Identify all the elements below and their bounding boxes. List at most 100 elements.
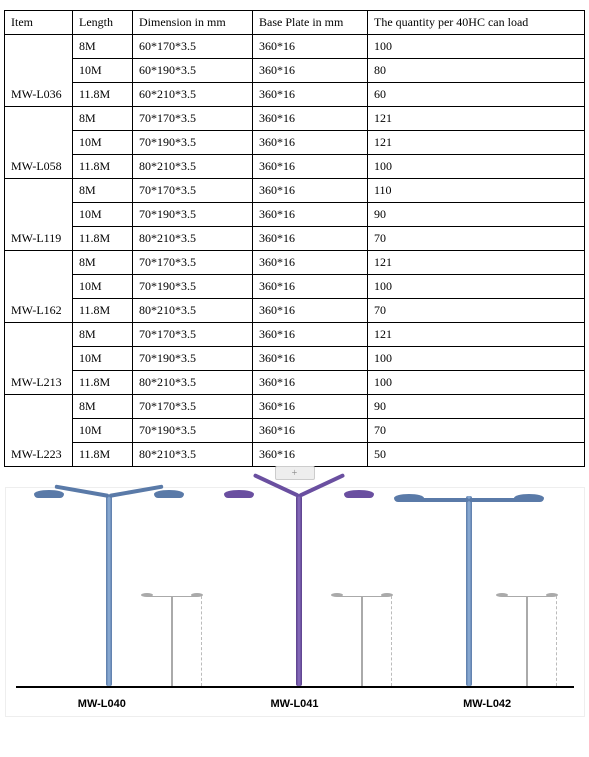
cell-dimension: 80*210*3.5: [133, 155, 253, 179]
cell-item: MW-L058: [5, 107, 73, 179]
table-row: 10M70*190*3.5360*1690: [5, 203, 585, 227]
cell-item: MW-L119: [5, 179, 73, 251]
table-row: 11.8M80*210*3.5360*16100: [5, 371, 585, 395]
cell-baseplate: 360*16: [253, 83, 368, 107]
cell-baseplate: 360*16: [253, 179, 368, 203]
cell-length: 8M: [73, 107, 133, 131]
header-length: Length: [73, 11, 133, 35]
cell-quantity: 60: [368, 83, 585, 107]
cell-length: 8M: [73, 179, 133, 203]
cell-quantity: 121: [368, 323, 585, 347]
cell-length: 11.8M: [73, 443, 133, 467]
cell-dimension: 70*190*3.5: [133, 419, 253, 443]
pole-arm-left: [419, 498, 469, 502]
expand-icon[interactable]: +: [275, 466, 315, 480]
table-row: 11.8M80*210*3.5360*1650: [5, 443, 585, 467]
cell-quantity: 90: [368, 395, 585, 419]
cell-dimension: 70*190*3.5: [133, 347, 253, 371]
mini-pole-3: [526, 596, 528, 686]
cell-item: MW-L213: [5, 323, 73, 395]
cell-baseplate: 360*16: [253, 227, 368, 251]
cell-baseplate: 360*16: [253, 131, 368, 155]
cell-length: 8M: [73, 323, 133, 347]
table-row: 10M70*190*3.5360*16100: [5, 347, 585, 371]
table-header: Item Length Dimension in mm Base Plate i…: [5, 11, 585, 35]
cell-dimension: 70*170*3.5: [133, 251, 253, 275]
cell-baseplate: 360*16: [253, 203, 368, 227]
table-row: MW-L1198M70*170*3.5360*16110: [5, 179, 585, 203]
table-row: 10M60*190*3.5360*1680: [5, 59, 585, 83]
mini-pole-2: [361, 596, 363, 686]
cell-quantity: 90: [368, 203, 585, 227]
cell-quantity: 100: [368, 155, 585, 179]
pole-shaft: [106, 496, 112, 686]
cell-baseplate: 360*16: [253, 347, 368, 371]
cell-dimension: 70*190*3.5: [133, 275, 253, 299]
illustration-labels: MW-L040 MW-L041 MW-L042: [6, 698, 584, 710]
cell-dimension: 60*190*3.5: [133, 59, 253, 83]
cell-quantity: 121: [368, 107, 585, 131]
spec-table-container: Item Length Dimension in mm Base Plate i…: [0, 0, 589, 481]
table-row: 11.8M80*210*3.5360*16100: [5, 155, 585, 179]
header-quantity: The quantity per 40HC can load: [368, 11, 585, 35]
table-row: MW-L0588M70*170*3.5360*16121: [5, 107, 585, 131]
cell-quantity: 70: [368, 299, 585, 323]
cell-baseplate: 360*16: [253, 59, 368, 83]
cell-dimension: 70*190*3.5: [133, 203, 253, 227]
lamp-right: [154, 490, 184, 498]
ground-line: [16, 686, 574, 688]
cell-dimension: 60*210*3.5: [133, 83, 253, 107]
lamp-left: [224, 490, 254, 498]
illus-label-2: MW-L042: [463, 698, 511, 710]
cell-length: 11.8M: [73, 371, 133, 395]
pole-illustration: MW-L040 MW-L041 MW-L042: [5, 487, 585, 717]
cell-dimension: 60*170*3.5: [133, 35, 253, 59]
mini-pole-1: [171, 596, 173, 686]
table-row: MW-L2138M70*170*3.5360*16121: [5, 323, 585, 347]
cell-length: 8M: [73, 395, 133, 419]
cell-dimension: 70*170*3.5: [133, 179, 253, 203]
cell-length: 11.8M: [73, 227, 133, 251]
cell-length: 10M: [73, 347, 133, 371]
cell-baseplate: 360*16: [253, 443, 368, 467]
cell-quantity: 121: [368, 131, 585, 155]
cell-quantity: 70: [368, 419, 585, 443]
cell-length: 10M: [73, 419, 133, 443]
cell-baseplate: 360*16: [253, 107, 368, 131]
cell-dimension: 70*170*3.5: [133, 395, 253, 419]
cell-length: 10M: [73, 59, 133, 83]
table-body: MW-L0368M60*170*3.5360*1610010M60*190*3.…: [5, 35, 585, 467]
cell-quantity: 110: [368, 179, 585, 203]
dimension-line-3: [556, 596, 557, 686]
spec-table: Item Length Dimension in mm Base Plate i…: [4, 10, 585, 467]
cell-length: 11.8M: [73, 155, 133, 179]
cell-dimension: 70*190*3.5: [133, 131, 253, 155]
table-row: MW-L2238M70*170*3.5360*1690: [5, 395, 585, 419]
cell-baseplate: 360*16: [253, 275, 368, 299]
dimension-line-1: [201, 596, 202, 686]
table-row: 11.8M60*210*3.5360*1660: [5, 83, 585, 107]
header-item: Item: [5, 11, 73, 35]
cell-length: 8M: [73, 35, 133, 59]
table-row: 10M70*190*3.5360*16121: [5, 131, 585, 155]
dimension-line-2: [391, 596, 392, 686]
cell-quantity: 100: [368, 35, 585, 59]
pole-mw-l040: [106, 496, 112, 686]
lamp-left: [394, 494, 424, 502]
illus-label-0: MW-L040: [78, 698, 126, 710]
table-row: 10M70*190*3.5360*16100: [5, 275, 585, 299]
cell-length: 10M: [73, 131, 133, 155]
cell-quantity: 100: [368, 275, 585, 299]
pole-mw-l042: [466, 496, 472, 686]
cell-item: MW-L223: [5, 395, 73, 467]
cell-quantity: 50: [368, 443, 585, 467]
pole-arm-right: [469, 498, 519, 502]
cell-length: 11.8M: [73, 299, 133, 323]
table-row: MW-L0368M60*170*3.5360*16100: [5, 35, 585, 59]
table-row: 11.8M80*210*3.5360*1670: [5, 227, 585, 251]
cell-dimension: 70*170*3.5: [133, 323, 253, 347]
cell-quantity: 100: [368, 347, 585, 371]
cell-length: 11.8M: [73, 83, 133, 107]
table-row: MW-L1628M70*170*3.5360*16121: [5, 251, 585, 275]
cell-baseplate: 360*16: [253, 299, 368, 323]
